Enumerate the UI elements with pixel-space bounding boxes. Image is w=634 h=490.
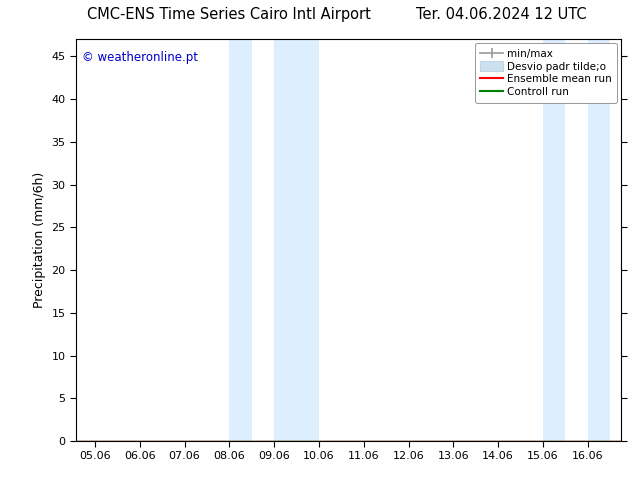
Bar xyxy=(230,39,252,441)
Y-axis label: Precipitation (mm/6h): Precipitation (mm/6h) xyxy=(33,172,46,308)
Text: CMC-ENS Time Series Cairo Intl Airport: CMC-ENS Time Series Cairo Intl Airport xyxy=(87,7,371,22)
Text: Ter. 04.06.2024 12 UTC: Ter. 04.06.2024 12 UTC xyxy=(416,7,586,22)
Bar xyxy=(274,39,319,441)
Legend: min/max, Desvio padr tilde;o, Ensemble mean run, Controll run: min/max, Desvio padr tilde;o, Ensemble m… xyxy=(475,44,617,102)
Bar xyxy=(588,39,610,441)
Text: © weatheronline.pt: © weatheronline.pt xyxy=(82,51,198,64)
Bar xyxy=(543,39,566,441)
